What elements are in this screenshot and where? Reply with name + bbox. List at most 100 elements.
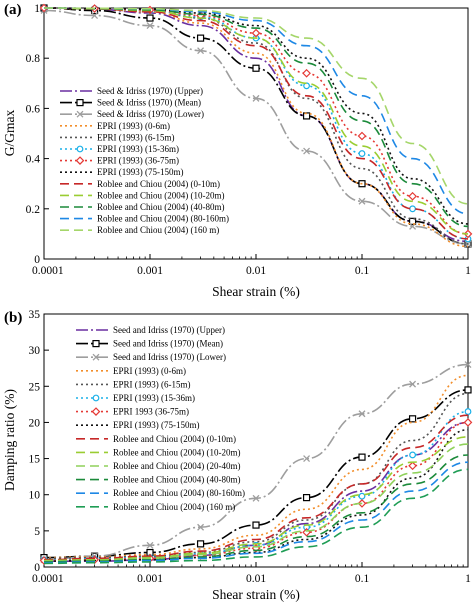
a-series-seed-idriss-1970-lower-point: [91, 12, 99, 19]
b-series-seed-and-idriss-1970-mean-point: [252, 521, 260, 529]
b-series-epri-1993-75-150m-line: [43, 428, 469, 562]
b-y-tick-label-0: 0: [34, 562, 40, 574]
a-series-epri-1993-0-6m-line: [43, 7, 469, 248]
b-series-seed-and-idriss-1970-lower-line: [43, 363, 469, 561]
a-x-tick-label-2: 0.01: [246, 265, 266, 277]
a-legend-marker: [75, 156, 85, 165]
b-legend-label: Roblee and Chiou (2004) (40-80m): [113, 475, 240, 485]
b-x-tick-label-3: 0.1: [355, 573, 370, 585]
a-legend-entry-epri-1993-6-15m: EPRI (1993) (6-15m): [60, 132, 175, 142]
a-series-roblee-and-chiou-2004-10-20m: [43, 7, 469, 235]
b-legend-label: Seed and Idriss (1970) (Lower): [113, 352, 226, 362]
a-series-seed-idriss-1970-mean-point: [408, 217, 417, 225]
a-series-seed-idriss-1970-mean-point: [252, 64, 260, 72]
b-series-roblee-and-chiou-2004-0-10m-line: [43, 414, 469, 561]
panel-a-y-axis-title: G/Gmax: [2, 110, 17, 157]
b-series-roblee-and-chiou-2004-160-m: [43, 468, 469, 565]
a-series-roblee-and-chiou-2004-40-80m-line: [43, 7, 469, 228]
b-legend-marker: [91, 407, 101, 416]
b-legend-entry-roblee-and-chiou-2004-40-80m: Roblee and Chiou (2004) (40-80m): [76, 475, 240, 485]
a-legend-entry-roblee-and-chiou-2004-160-m: Roblee and Chiou (2004) (160 m): [60, 225, 219, 235]
a-series-epri-1993-75-150m-line: [43, 7, 469, 225]
a-legend-entry-roblee-and-chiou-2004-40-80m: Roblee and Chiou (2004) (40-80m): [60, 202, 224, 212]
b-legend-label: Roblee and Chiou (2004) (0-10m): [113, 434, 236, 444]
a-series-seed-idriss-1970-lower-point: [146, 22, 154, 30]
b-legend-label: EPRI (1993) (75-150m): [113, 420, 200, 430]
a-series-seed-idriss-1970-lower-point: [197, 47, 205, 55]
a-series-roblee-and-chiou-2004-80-160m-line: [43, 7, 469, 215]
a-legend-entry-seed-idriss-1970-mean: Seed & Idriss (1970) (Mean): [60, 98, 201, 108]
a-legend-label: EPRI (1993) (15-36m): [97, 144, 179, 154]
b-series-epri-1993-15-36m-point: [358, 492, 366, 500]
b-legend-label: Seed and Idriss (1970) (Mean): [113, 339, 223, 349]
a-legend-label: Roblee and Chiou (2004) (10-20m): [97, 190, 224, 200]
b-series-seed-and-idriss-1970-mean: [40, 386, 472, 562]
b-series-epri-1993-15-36m-point: [464, 408, 472, 415]
b-legend-label: Seed and Idriss (1970) (Upper): [113, 325, 225, 335]
b-y-tick-label-5: 25: [29, 381, 41, 393]
b-series-epri-1993-0-6m: [43, 374, 469, 559]
a-series-seed-idriss-1970-mean-point: [196, 34, 205, 42]
a-x-tick-label-0: 0.0001: [32, 265, 64, 277]
a-x-tick-label-4: 1: [465, 265, 471, 277]
a-legend-entry-epri-1993-15-36m: EPRI (1993) (15-36m): [60, 144, 179, 154]
b-series-seed-and-idriss-1970-mean-point: [196, 540, 205, 548]
a-legend-label: EPRI (1993) (75-150m): [97, 167, 184, 177]
a-series-roblee-and-chiou-2004-40-80m: [43, 7, 469, 228]
a-series-roblee-and-chiou-2004-0-10m-line: [43, 7, 469, 240]
a-legend-entry-roblee-and-chiou-2004-10-20m: Roblee and Chiou (2004) (10-20m): [60, 190, 224, 200]
b-series-epri-1993-6-15m: [43, 392, 469, 560]
b-legend-label: EPRI (1993) (0-6m): [113, 366, 186, 376]
b-y-tick-label-7: 35: [29, 309, 41, 321]
a-legend-label: Roblee and Chiou (2004) (0-10m): [97, 179, 220, 189]
a-series-epri-1993-36-75m-point: [302, 68, 311, 78]
a-series-seed-idriss-1970-upper-line: [43, 7, 469, 243]
a-y-tick-label-2: 0.4: [26, 154, 41, 166]
a-series-epri-1993-36-75m-point: [357, 131, 367, 141]
b-x-tick-label-2: 0.01: [246, 573, 266, 585]
b-legend-label: Roblee and Chiou (2004) (10-20m): [113, 447, 240, 457]
b-x-tick-label-0: 0.0001: [32, 573, 64, 585]
panel-a-axes: 0.0001 0.001 0.01 0.1 1 0 0.2 0.4 0.6 0.8 1: [26, 3, 472, 277]
a-legend-label: EPRI (1993) (0-6m): [97, 121, 170, 131]
b-series-epri-1993-75-150m: [43, 428, 469, 562]
a-series-seed-idriss-1970-mean-point: [146, 14, 154, 22]
b-series-seed-and-idriss-1970-lower-point: [464, 361, 472, 369]
b-x-tick-label-1: 0.001: [137, 573, 163, 585]
b-series-seed-and-idriss-1970-mean-point: [358, 453, 366, 461]
b-legend-label: EPRI 1993 (36-75m): [113, 407, 189, 417]
b-series-roblee-and-chiou-2004-0-10m: [43, 414, 469, 561]
a-legend-label: Seed & Idriss (1970) (Lower): [97, 109, 204, 119]
b-series-epri-1993-36-75m-point: [302, 527, 311, 537]
b-series-roblee-and-chiou-2004-20-40m-line: [43, 443, 469, 562]
b-series-seed-and-idriss-1970-mean-line: [43, 389, 469, 559]
b-legend-entry-roblee-and-chiou-2004-80-160m: Roblee and Chiou (2004) (80-160m): [76, 488, 245, 498]
a-series-seed-idriss-1970-mean-line: [43, 7, 469, 245]
panel-b-label: (b): [4, 310, 22, 326]
a-y-tick-label-5: 1: [34, 3, 40, 15]
b-series-epri-1993-36-75m-point: [408, 461, 417, 471]
b-legend-entry-epri-1993-15-36m: EPRI (1993) (15-36m): [76, 393, 195, 403]
a-legend-entry-epri-1993-36-75m: EPRI (1993) (36-75m): [60, 156, 179, 166]
b-series-seed-and-idriss-1970-upper: [43, 421, 469, 562]
b-series-seed-and-idriss-1970-lower-point: [146, 541, 154, 549]
b-series-epri-1993-6-15m-line: [43, 392, 469, 560]
a-x-tick-label-3: 0.1: [355, 265, 370, 277]
b-legend-label: Roblee and Chiou (2004) (80-160m): [113, 488, 245, 498]
a-legend-label: EPRI (1993) (6-15m): [97, 132, 175, 142]
a-legend-label: EPRI (1993) (36-75m): [97, 156, 179, 166]
panel-a-x-axis-title: Shear strain (%): [212, 284, 300, 299]
b-legend-entry-epri-1993-75-150m: EPRI (1993) (75-150m): [76, 420, 200, 430]
b-series-seed-and-idriss-1970-lower-point: [252, 494, 260, 502]
panel-a: (a) 0.0001 0.001 0.01 0.1 1 0 0.2 0.4 0.6 0.8 1 Se…: [2, 2, 473, 299]
b-y-tick-label-4: 20: [29, 417, 41, 429]
b-y-tick-label-1: 5: [34, 526, 40, 538]
b-series-seed-and-idriss-1970-mean-point: [464, 386, 472, 394]
b-series-roblee-and-chiou-2004-160-m-line: [43, 468, 469, 565]
panel-b-plot-frame: [43, 313, 469, 568]
panel-a-label: (a): [4, 2, 22, 18]
a-series-roblee-and-chiou-2004-160-m: [43, 7, 469, 205]
a-legend-label: Seed & Idriss (1970) (Mean): [97, 98, 201, 108]
